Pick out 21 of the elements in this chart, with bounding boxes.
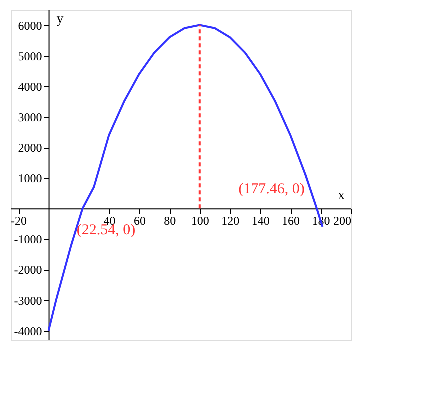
x-axis-title: x xyxy=(338,188,345,204)
y-tick-label: -1000 xyxy=(14,232,42,247)
x-tick-label: 80 xyxy=(164,214,176,228)
y-tick-label: -3000 xyxy=(14,294,42,308)
y-tick-label: 5000 xyxy=(18,49,42,64)
x-tick-label: 140 xyxy=(252,214,270,228)
y-tick-label: -4000 xyxy=(14,324,42,338)
x-tick-label: 100 xyxy=(191,214,210,228)
y-tick-label: 4000 xyxy=(18,80,42,94)
x-tick-label: 60 xyxy=(134,214,146,228)
y-tick-label: 1000 xyxy=(18,172,42,186)
x-tick-label: 160 xyxy=(282,214,300,228)
x-tick-label: 200 xyxy=(334,214,352,228)
y-tick-label: 2000 xyxy=(18,141,42,155)
y-axis-title: y xyxy=(56,12,64,27)
y-tick-label: 3000 xyxy=(18,110,42,124)
x-tick-label: -20 xyxy=(11,214,28,228)
annotation: (177.46, 0) xyxy=(238,182,305,198)
x-tick-label: 120 xyxy=(222,214,240,228)
y-tick-label: 6000 xyxy=(18,18,42,33)
y-tick-label: -2000 xyxy=(14,263,42,278)
